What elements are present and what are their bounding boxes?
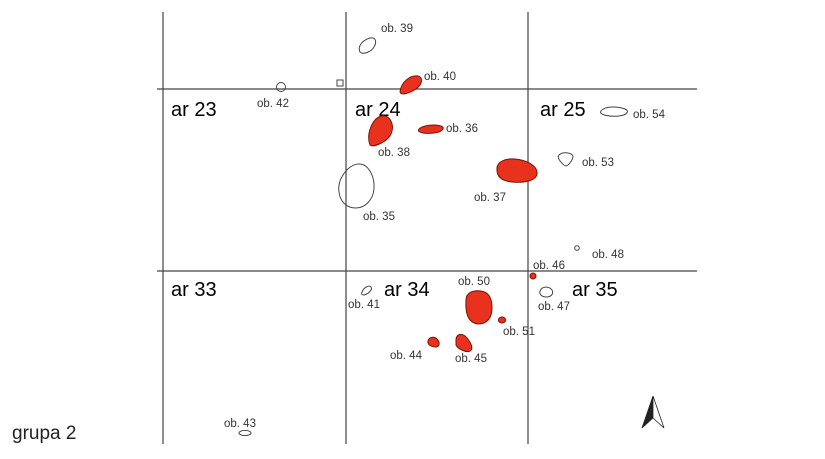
feature-label-ob37: ob. 37 (474, 192, 506, 204)
feature-label-ob53: ob. 53 (582, 157, 614, 169)
area-label-ar24: ar 24 (355, 99, 401, 121)
feature-ob43-shape (238, 429, 252, 437)
feature-label-ob43: ob. 43 (224, 418, 256, 430)
area-label-ar23: ar 23 (171, 99, 217, 121)
feature-ob41-shape (361, 285, 372, 296)
feature-label-ob44: ob. 44 (390, 350, 423, 362)
feature-ob37-shape (496, 158, 538, 183)
feature-label-ob45: ob. 45 (455, 353, 487, 365)
feature-ob48-shape (574, 245, 580, 251)
feature-ob38-shape (368, 115, 393, 147)
area-label-ar34: ar 34 (384, 279, 430, 301)
feature-ob39-shape (358, 37, 377, 54)
feature-label-ob42: ob. 42 (257, 98, 289, 110)
feature-label-ob36: ob. 36 (446, 123, 478, 135)
feature-ob44-shape (427, 336, 440, 348)
feature-label-ob38: ob. 38 (378, 147, 410, 159)
feature-label-ob50: ob. 50 (458, 276, 490, 288)
area-label-ar25: ar 25 (540, 99, 586, 121)
feature-ob36-shape (417, 124, 444, 134)
feature-ob51-shape (497, 316, 507, 324)
feature-label-ob54: ob. 54 (633, 109, 666, 121)
feature-label-ob46: ob. 46 (533, 260, 565, 272)
group-label: grupa 2 (12, 423, 76, 444)
grid (157, 12, 697, 444)
feature-label-ob48: ob. 48 (592, 249, 624, 261)
feature-ob54-shape (600, 106, 628, 117)
feature-label-ob51: ob. 51 (503, 326, 535, 338)
feature-label-ob39: ob. 39 (381, 23, 413, 35)
features (238, 37, 628, 437)
feature-ob47-shape (539, 286, 554, 298)
feature-label-ob47: ob. 47 (538, 301, 570, 313)
feature-label-ob40: ob. 40 (424, 71, 456, 83)
survey-point-marker (336, 79, 344, 87)
feature-label-ob35: ob. 35 (363, 211, 395, 223)
feature-labels: ob. 39 ob. 40 ob. 42 ob. 36 ob. 38 ob. 5… (224, 23, 666, 430)
feature-label-ob41: ob. 41 (348, 299, 380, 311)
feature-ob46-shape (529, 272, 537, 280)
area-labels: ar 23 ar 24 ar 25 ar 33 ar 34 ar 35 (171, 99, 618, 301)
feature-ob42-shape (276, 82, 286, 92)
feature-ob45-shape (455, 333, 473, 352)
area-label-ar35: ar 35 (572, 279, 618, 301)
feature-ob40-shape (399, 75, 422, 95)
north-arrow-icon (641, 395, 665, 429)
feature-ob35-shape (338, 163, 375, 209)
area-label-ar33: ar 33 (171, 279, 217, 301)
feature-ob53-shape (557, 152, 574, 167)
feature-ob50-shape (465, 290, 493, 325)
